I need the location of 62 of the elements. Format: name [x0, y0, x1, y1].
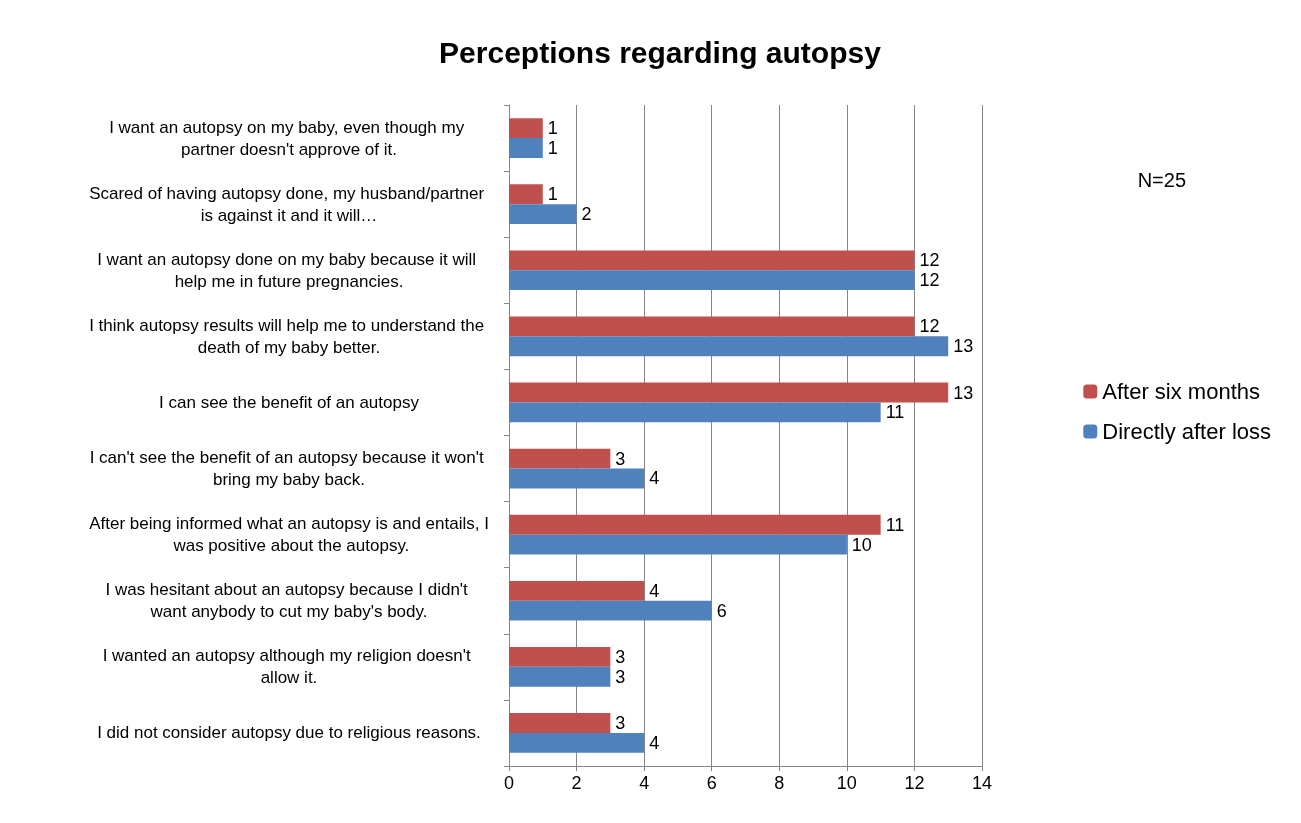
bar [509, 204, 577, 224]
x-tick-label: 12 [904, 773, 925, 793]
bar [509, 316, 915, 337]
bar [509, 647, 611, 667]
data-label: 12 [919, 270, 940, 291]
data-label: 11 [885, 402, 905, 423]
x-tick-label: 14 [971, 773, 993, 793]
data-label: 1 [547, 184, 558, 205]
data-label: 3 [615, 713, 626, 734]
bar [509, 600, 712, 621]
bar [509, 250, 915, 271]
data-label: 4 [649, 732, 660, 753]
data-label: 12 [919, 250, 940, 271]
chart-title: Perceptions regarding autopsy [439, 35, 882, 69]
y-tick-label: Scared of having autopsy done, my husband/partner is against it and it will… [89, 183, 489, 225]
data-label: 6 [716, 600, 727, 621]
data-label: 2 [581, 204, 592, 225]
data-label: 10 [851, 534, 872, 555]
data-label: 13 [953, 382, 974, 403]
bar [509, 138, 543, 158]
data-label: 13 [953, 336, 974, 357]
x-tick-label: 10 [836, 773, 857, 793]
y-tick-label: I want an autopsy on my baby, even though my partner doesn't approve of it. [109, 117, 469, 159]
data-label: 4 [649, 468, 660, 489]
legend-label: After six months [1102, 379, 1261, 404]
bar [509, 666, 611, 687]
data-label: 3 [615, 448, 626, 469]
x-tick-label: 4 [639, 773, 650, 793]
bar [509, 732, 645, 753]
y-tick-label: After being informed what an autopsy is and entails, I was positive about the autopsy. [89, 514, 489, 556]
data-label: 11 [885, 514, 905, 535]
bar [509, 402, 881, 423]
x-tick-label: 8 [774, 773, 785, 793]
y-tick-label: I want an autopsy done on my baby because it will help me in future pregnancies. [97, 249, 481, 291]
bar [509, 580, 645, 601]
x-tick-label: 0 [503, 773, 515, 793]
y-tick-label: I did not consider autopsy due to religious reasons. [97, 723, 481, 743]
text: N=25 [1137, 169, 1187, 191]
bar [509, 534, 847, 555]
data-label: 1 [547, 137, 558, 158]
data-label: 3 [615, 646, 626, 667]
data-label: 3 [615, 666, 626, 687]
bar [509, 118, 543, 139]
y-tick-label: I think autopsy results will help me to understand the death of my baby better. [89, 315, 489, 357]
y-tick-label: I can see the benefit of an autopsy [159, 392, 420, 412]
x-tick-label: 6 [706, 773, 717, 793]
y-tick-label: I was hesitant about an autopsy because I didn't want anybody to cut my baby's body. [105, 580, 473, 622]
bar [509, 270, 915, 291]
bar [509, 514, 881, 535]
x-tick-label: 2 [571, 773, 582, 793]
bar [509, 448, 611, 469]
y-tick-label: I wanted an autopsy although my religion doesn't allow it. [102, 646, 476, 688]
data-label: 1 [547, 118, 558, 139]
data-label: 12 [919, 316, 940, 337]
data-label: 4 [649, 580, 660, 601]
y-tick-label: I can't see the benefit of an autopsy because it won't bring my baby back. [89, 448, 489, 490]
legend-label: Directly after loss [1102, 419, 1272, 444]
bar [509, 336, 949, 357]
bar [509, 382, 949, 403]
bar [509, 184, 543, 205]
bar [509, 713, 611, 733]
bar [509, 468, 645, 489]
